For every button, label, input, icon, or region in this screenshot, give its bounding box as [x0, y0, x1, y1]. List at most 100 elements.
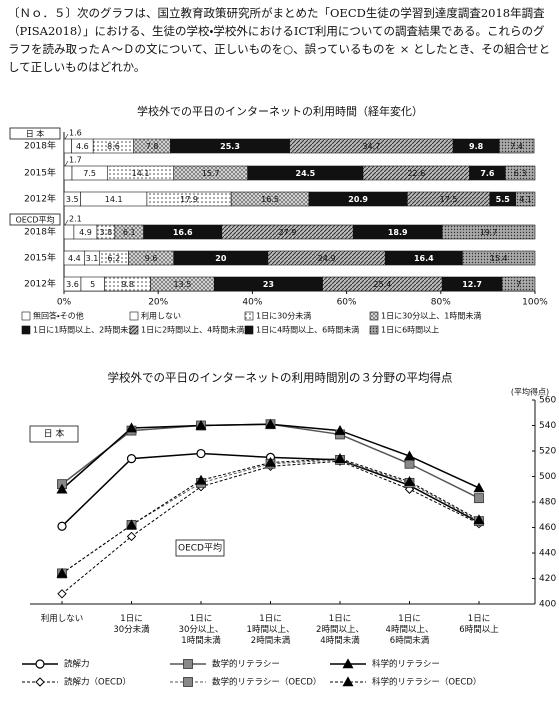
- marker: [125, 422, 138, 433]
- legend-label: 1日に2時間以上、4時間未満: [141, 325, 244, 335]
- series-line: [61, 460, 480, 595]
- legend-marker: [183, 659, 193, 669]
- marker: [404, 458, 415, 469]
- row-label: 2012年: [24, 193, 56, 205]
- annotation: 日 本: [44, 428, 65, 440]
- legend-swatch: [369, 311, 379, 321]
- legend-label: 1日に4時間以上、6時間未満: [256, 325, 359, 335]
- y-tick-label: 480: [539, 498, 556, 508]
- value-label: 16.5: [261, 195, 279, 204]
- legend-swatch: [129, 311, 139, 321]
- series-line: [61, 458, 480, 574]
- value-label: 3.8: [100, 228, 113, 237]
- value-label: 23: [263, 280, 274, 289]
- legend-swatch: [244, 325, 254, 335]
- group-box: [9, 213, 61, 226]
- x-tick-label: 利用しない: [40, 614, 84, 624]
- marker: [473, 514, 485, 525]
- value-label: 34.7: [362, 142, 380, 151]
- marker: [195, 419, 207, 430]
- y-tick-label: 520: [539, 447, 556, 457]
- legend-label: 1日に6時間以上: [381, 326, 439, 335]
- x-tick-label: 1日に 30分以上、 1時間未満: [178, 614, 224, 646]
- value-label: 2.1: [69, 215, 82, 224]
- marker: [334, 453, 346, 463]
- y-tick-label: 440: [539, 549, 556, 559]
- annotation-box: [175, 539, 225, 557]
- chart-title: 学校外での平日のインターネットの利用時間別の３分野の平均得点: [108, 371, 453, 385]
- value-label: 24.5: [296, 169, 316, 178]
- value-label: 14.1: [105, 195, 123, 204]
- legend-swatch: [129, 325, 139, 335]
- value-label: 17.5: [440, 195, 458, 204]
- value-label: 4.1: [519, 195, 532, 204]
- bar-segment: [515, 191, 536, 207]
- x-tick-label: 40%: [242, 298, 262, 308]
- bar-segment: [63, 224, 75, 240]
- legend-marker: [183, 677, 193, 687]
- row-label: 2018年: [24, 226, 56, 238]
- chart-title: 学校外での平日のインターネットの利用時間（経年変化）: [137, 104, 423, 118]
- value-label: 1.7: [69, 156, 82, 165]
- legend-swatch: [21, 311, 31, 321]
- y-axis-label: (平均得点): [511, 387, 549, 397]
- y-tick-label: 420: [539, 574, 556, 584]
- legend-label: 読解力: [64, 659, 90, 670]
- value-label: 25.3: [220, 142, 240, 151]
- legend-marker: [35, 659, 45, 669]
- value-label: 14.1: [132, 169, 150, 178]
- legend-label: 読解力（OECD）: [64, 677, 131, 688]
- marker: [264, 456, 277, 467]
- row-label: 2018年: [24, 140, 56, 152]
- leader: [64, 133, 69, 140]
- value-label: 9.8: [121, 280, 134, 289]
- group-label: OECD平均: [15, 215, 54, 225]
- value-label: 7: [516, 280, 521, 289]
- value-label: 16.6: [173, 228, 193, 237]
- bar-segment: [498, 138, 535, 154]
- bar-segment: [63, 138, 72, 154]
- x-tick-label: 1日に 4時間以上、 6時間未満: [385, 614, 434, 646]
- value-label: 6.1: [123, 228, 136, 237]
- value-label: 15.7: [202, 169, 220, 178]
- x-tick-label: 100%: [522, 298, 548, 308]
- value-label: 7.8: [146, 142, 159, 151]
- value-label: 22.6: [407, 169, 425, 178]
- legend-swatch: [244, 311, 254, 321]
- x-tick-label: 20%: [148, 298, 168, 308]
- legend-marker: [342, 676, 354, 687]
- legend-swatch: [21, 325, 31, 335]
- value-label: 12.7: [462, 280, 482, 289]
- leader: [64, 160, 69, 167]
- legend-label: 1日に30分以上、1時間未満: [381, 311, 481, 321]
- value-label: 9.6: [145, 254, 158, 263]
- row-label: 2012年: [24, 278, 56, 290]
- value-label: 7.5: [83, 169, 96, 178]
- x-tick-label: 1日に 6時間以上: [459, 614, 499, 635]
- x-tick-label: 1日に 1時間以上、 2時間未満: [246, 614, 295, 646]
- bar-segment: [63, 165, 73, 181]
- marker: [334, 424, 346, 435]
- group-box: [9, 127, 61, 140]
- bar-segment: [501, 276, 536, 292]
- legend-label: 1日に1時間以上、2時間未満: [33, 325, 136, 335]
- y-tick-label: 460: [539, 523, 556, 533]
- legend-label: 無回答・その他: [33, 311, 84, 321]
- y-tick-label: 560: [539, 396, 556, 406]
- marker: [56, 567, 68, 578]
- legend-label: 数学的リテラシー（OECD）: [212, 677, 321, 688]
- marker: [56, 483, 68, 494]
- legend-label: 科学的リテラシー（OECD）: [372, 677, 481, 688]
- value-label: 4.4: [68, 254, 81, 263]
- bar-segment: [462, 250, 536, 266]
- marker: [196, 448, 206, 459]
- legend-label: 1日に30分未満: [256, 311, 311, 321]
- legend-label: 科学的リテラシー: [372, 659, 440, 670]
- value-label: 27.9: [279, 228, 297, 237]
- legend-marker: [35, 677, 45, 687]
- value-label: 7.4: [510, 142, 523, 151]
- marker: [195, 474, 207, 485]
- value-label: 1.6: [69, 129, 82, 138]
